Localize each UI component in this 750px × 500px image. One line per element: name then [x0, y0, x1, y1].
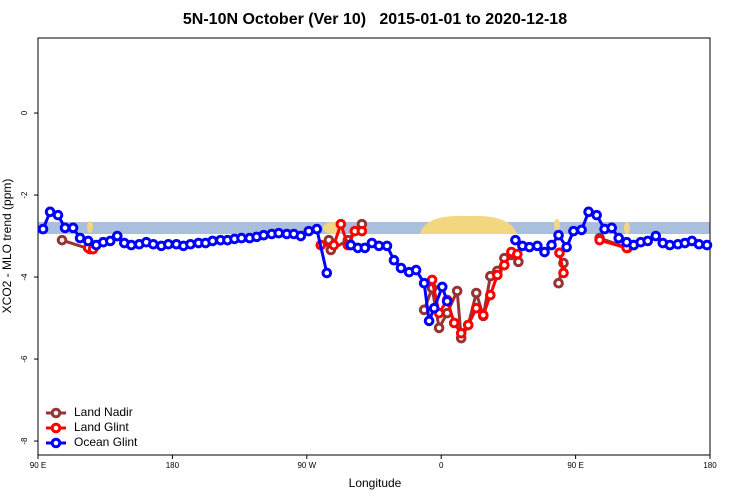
- mask-land: [87, 221, 93, 233]
- y-tick-label: -6: [20, 355, 29, 363]
- data-point: [693, 238, 705, 250]
- mask-band: [38, 222, 710, 234]
- data-point: [147, 238, 159, 250]
- data-point: [258, 229, 269, 241]
- data-point: [561, 241, 572, 253]
- data-point: [568, 225, 579, 237]
- y-tick-label: 0: [20, 110, 29, 115]
- y-axis-label: XCO2 - MLO trend (ppm): [0, 179, 14, 314]
- data-point: [553, 229, 564, 241]
- data-point: [606, 222, 618, 234]
- data-point: [512, 248, 523, 260]
- data-point: [499, 259, 510, 271]
- data-point: [664, 239, 676, 251]
- data-point: [335, 218, 347, 230]
- data-point: [492, 269, 503, 281]
- data-point: [67, 222, 79, 234]
- y-tick-label: -8: [20, 437, 29, 445]
- data-point: [546, 239, 557, 251]
- data-point: [303, 225, 315, 237]
- land-mask: [38, 215, 710, 234]
- data-point: [395, 262, 407, 274]
- data-point: [436, 281, 448, 293]
- data-point: [650, 230, 662, 242]
- data-point: [591, 209, 602, 221]
- data-point: [441, 295, 453, 307]
- data-point: [388, 254, 400, 266]
- data-point: [381, 240, 393, 252]
- data-point: [82, 235, 94, 247]
- legend-label: Ocean Glint: [74, 435, 138, 449]
- legend-label: Land Glint: [74, 420, 129, 434]
- data-point: [451, 285, 463, 297]
- data-point: [52, 209, 64, 221]
- legend-label: Land Nadir: [74, 405, 133, 419]
- data-point: [701, 239, 713, 251]
- data-point: [418, 277, 430, 289]
- chart-title: 5N-10N October (Ver 10) 2015-01-01 to 20…: [183, 11, 567, 28]
- data-point: [583, 206, 594, 218]
- x-tick-label: 180: [703, 461, 717, 470]
- data-point: [455, 327, 467, 339]
- data-point: [462, 319, 474, 331]
- data-point: [532, 240, 543, 252]
- x-tick-label: 90 E: [567, 461, 583, 470]
- data-point: [428, 302, 440, 314]
- data-point: [126, 239, 137, 251]
- x-tick-label: 90 E: [30, 461, 46, 470]
- data-point: [470, 287, 482, 299]
- data-point: [539, 246, 550, 258]
- data-point: [56, 234, 68, 246]
- data-point: [553, 277, 564, 289]
- data-point: [59, 222, 71, 234]
- data-point: [74, 232, 86, 244]
- data-point: [111, 230, 123, 242]
- legend-swatch: [50, 422, 62, 434]
- y-tick-label: -2: [20, 191, 29, 199]
- data-point: [104, 235, 116, 247]
- x-tick-label: 90 W: [297, 461, 316, 470]
- mask-land: [420, 215, 517, 234]
- data-point: [433, 322, 445, 334]
- data-point: [273, 227, 285, 239]
- data-point: [311, 223, 323, 235]
- mask-land: [554, 219, 560, 231]
- data-point: [37, 223, 49, 235]
- data-point: [185, 238, 196, 250]
- x-tick-label: 0: [439, 461, 444, 470]
- data-point: [328, 239, 340, 251]
- data-point: [207, 235, 218, 247]
- data-point: [423, 315, 435, 327]
- legend-swatch: [50, 407, 62, 419]
- data-point: [410, 264, 422, 276]
- mask-land: [624, 222, 630, 234]
- data-point: [448, 317, 460, 329]
- data-point: [478, 309, 489, 321]
- data-point: [470, 302, 482, 314]
- data-point: [163, 238, 174, 250]
- data-point: [356, 225, 368, 237]
- data-point: [594, 234, 605, 246]
- data-point: [524, 241, 535, 253]
- data-point: [485, 289, 496, 301]
- data-point: [510, 234, 521, 246]
- data-point: [554, 247, 565, 259]
- legend-swatch: [50, 437, 62, 449]
- data-point: [236, 232, 247, 244]
- data-point: [321, 267, 333, 279]
- x-tick-label: 180: [166, 461, 180, 470]
- data-point: [576, 224, 587, 236]
- y-tick-label: -4: [20, 273, 29, 281]
- data-point: [359, 242, 371, 254]
- data-point: [613, 232, 625, 244]
- x-axis-label: Longitude: [349, 476, 402, 490]
- data-point: [295, 230, 307, 242]
- data-point: [558, 267, 569, 279]
- data-point: [373, 240, 385, 252]
- data-point: [642, 235, 654, 247]
